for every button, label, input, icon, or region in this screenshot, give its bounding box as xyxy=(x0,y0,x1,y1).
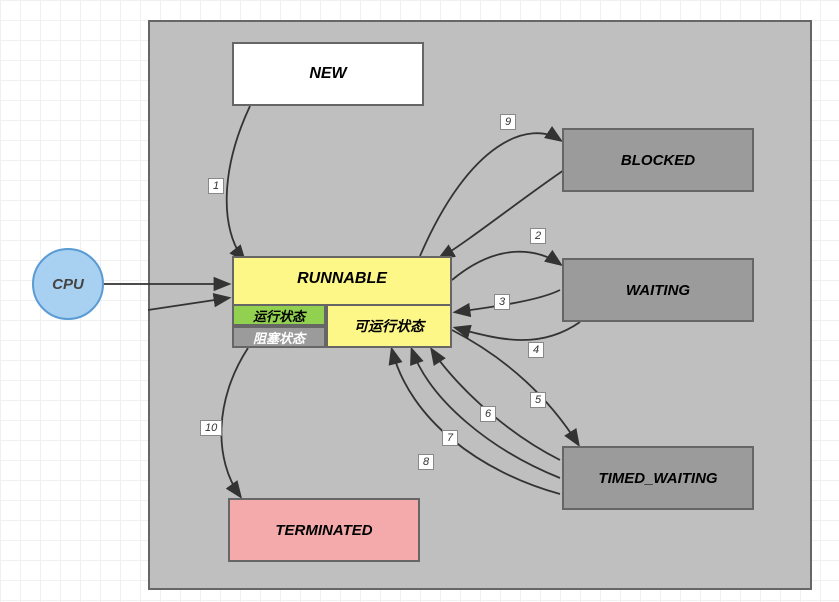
edge-label-5: 5 xyxy=(530,392,546,408)
running-sub-node: 运行状态 xyxy=(232,304,326,326)
new-node: NEW xyxy=(232,42,424,106)
new-label: NEW xyxy=(309,65,346,83)
waiting-node: WAITING xyxy=(562,258,754,322)
running-sub-label: 运行状态 xyxy=(253,306,305,325)
edge-label-6: 6 xyxy=(480,406,496,422)
edge-label-2: 2 xyxy=(530,228,546,244)
edge-label-7: 7 xyxy=(442,430,458,446)
terminated-label: TERMINATED xyxy=(275,522,372,539)
blocked-sub-label: 阻塞状态 xyxy=(253,328,305,347)
cpu-label: CPU xyxy=(52,276,84,293)
waiting-label: WAITING xyxy=(626,282,690,299)
blocked-label: BLOCKED xyxy=(621,152,695,169)
timed-waiting-label: TIMED_WAITING xyxy=(598,470,717,487)
edge-label-3: 3 xyxy=(494,294,510,310)
blocked-node: BLOCKED xyxy=(562,128,754,192)
edge-label-8: 8 xyxy=(418,454,434,470)
edge-label-4: 4 xyxy=(528,342,544,358)
edge-label-9: 9 xyxy=(500,114,516,130)
ready-sub-label: 可运行状态 xyxy=(354,316,424,336)
edge-label-10: 10 xyxy=(200,420,222,436)
ready-sub-node: 可运行状态 xyxy=(326,304,452,348)
runnable-label: RUNNABLE xyxy=(297,270,387,288)
timed-waiting-node: TIMED_WAITING xyxy=(562,446,754,510)
cpu-node: CPU xyxy=(32,248,104,320)
blocked-sub-node: 阻塞状态 xyxy=(232,326,326,348)
edge-label-1: 1 xyxy=(208,178,224,194)
terminated-node: TERMINATED xyxy=(228,498,420,562)
